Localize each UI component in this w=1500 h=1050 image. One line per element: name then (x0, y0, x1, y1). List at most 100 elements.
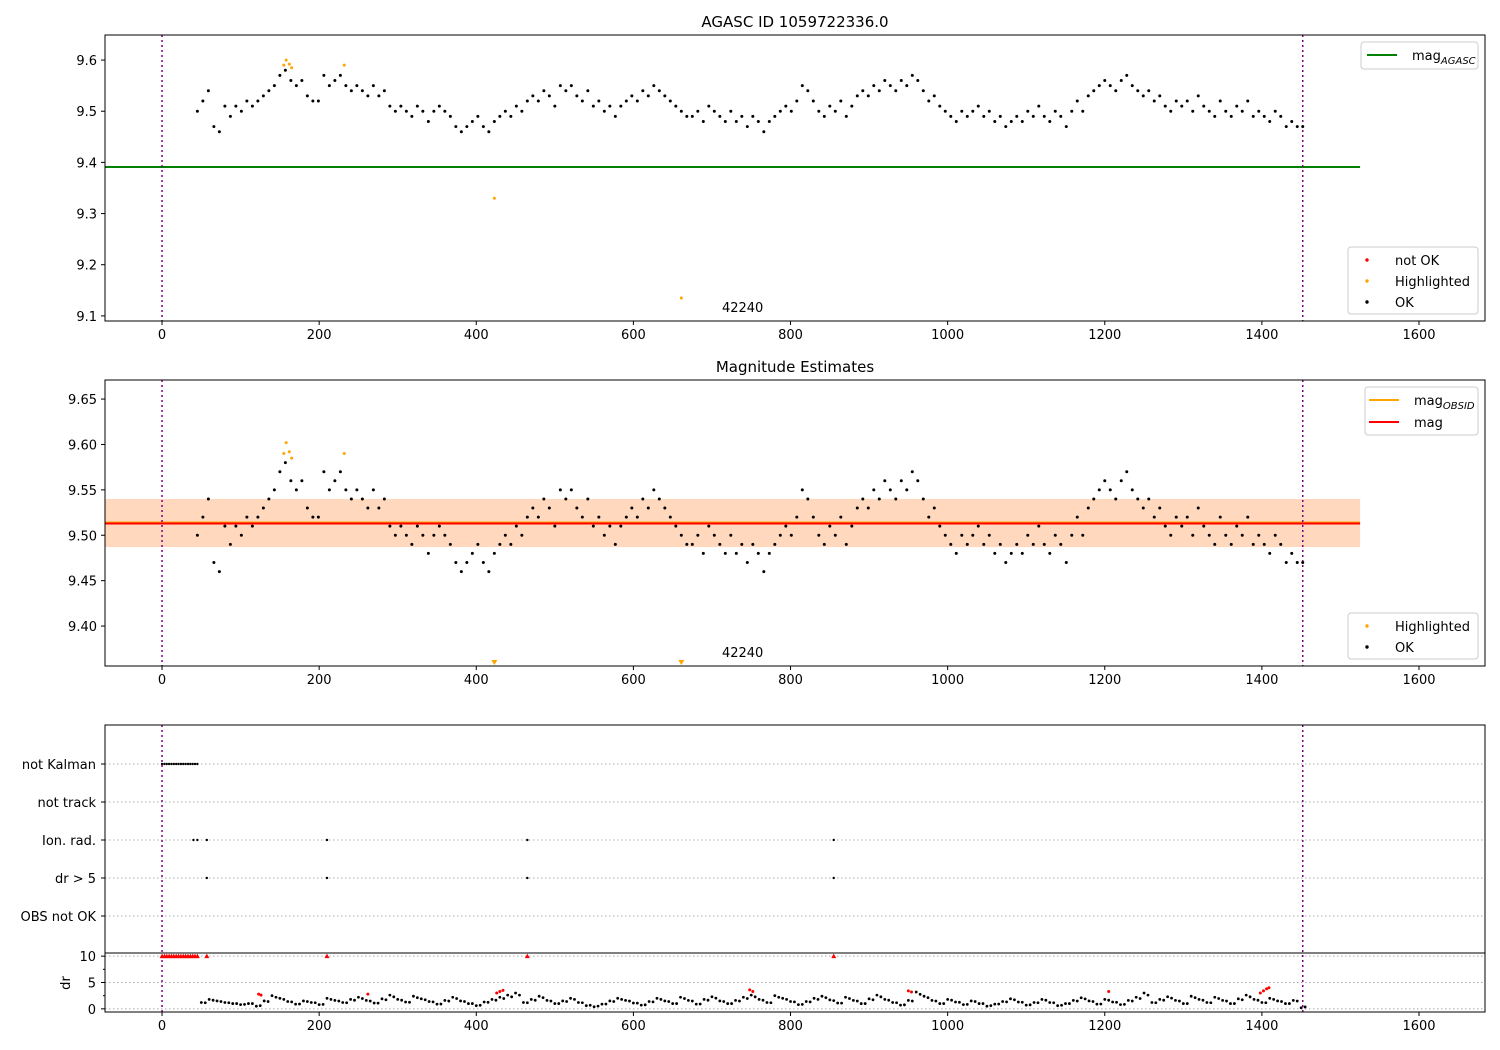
dr-point (730, 1002, 734, 1005)
dr-point (1130, 999, 1134, 1003)
dr-point (357, 995, 360, 999)
ok-point (932, 94, 936, 98)
ok-point (1251, 542, 1255, 546)
ok-point (443, 533, 447, 537)
ok-point (828, 104, 832, 108)
ok-point (822, 542, 826, 546)
dr-point (1009, 997, 1012, 1001)
ok-point (1092, 89, 1096, 93)
ok-point (349, 497, 353, 501)
ok-point (624, 99, 628, 103)
ok-point (525, 515, 529, 519)
ok-point (888, 84, 892, 88)
dr-point (914, 990, 918, 994)
dr-point (254, 1004, 258, 1008)
dr-tick-label: 10 (79, 950, 96, 965)
dr-clipped-marker (324, 953, 330, 959)
flag-point (160, 762, 164, 766)
category-label: not track (37, 796, 96, 811)
dr-point (808, 1000, 812, 1004)
ok-point (426, 551, 430, 555)
ok-point (993, 551, 997, 555)
ok-point (1026, 109, 1030, 113)
ok-point (1257, 109, 1261, 113)
dr-point (600, 1002, 604, 1006)
flag-point (205, 838, 209, 842)
below-range-marker (678, 660, 685, 665)
dr-point (1189, 994, 1193, 998)
ok-point (333, 79, 337, 83)
ok-point (976, 104, 980, 108)
ok-point (487, 130, 491, 134)
ok-point (932, 506, 936, 510)
ok-point (778, 109, 782, 113)
ok-point (630, 94, 634, 98)
dr-point (219, 1000, 223, 1003)
ok-point (866, 94, 870, 98)
dr-point (620, 997, 624, 1001)
ok-point (410, 542, 414, 546)
ok-point (1163, 524, 1167, 528)
ok-point (938, 104, 942, 108)
dr-point (270, 994, 274, 998)
ok-point (503, 533, 507, 537)
ok-point (1037, 104, 1041, 108)
legend-box (1360, 41, 1479, 70)
dr-point (215, 999, 219, 1003)
flag-point (325, 876, 329, 880)
legend-marker (1365, 279, 1369, 283)
dr-point (396, 997, 400, 1001)
x-tick-label: 1400 (1245, 673, 1278, 688)
ok-point (1004, 125, 1008, 129)
dr-not-ok-point (257, 992, 261, 996)
ok-point (756, 551, 760, 555)
dr-point (608, 999, 612, 1003)
ok-point (1301, 560, 1305, 564)
ok-point (1031, 114, 1035, 118)
ok-point (382, 89, 386, 93)
ok-point (674, 104, 678, 108)
dr-point (796, 1003, 800, 1007)
ok-point (828, 524, 832, 528)
ok-point (404, 109, 408, 113)
flag-point (205, 876, 209, 880)
dr-point (958, 1000, 961, 1004)
ok-point (1235, 524, 1239, 528)
ok-point (1042, 114, 1046, 118)
flag-point (172, 762, 176, 766)
dr-point (655, 996, 659, 1000)
dr-point (482, 1000, 486, 1004)
dr-point (478, 1003, 482, 1007)
dr-point (718, 999, 722, 1003)
dr-point (993, 1002, 997, 1006)
ok-point (729, 109, 733, 113)
ok-point (1020, 119, 1024, 123)
dr-point (506, 993, 510, 997)
ok-point (520, 533, 524, 537)
ok-point (1081, 109, 1085, 113)
ok-point (481, 560, 485, 564)
dr-point (883, 997, 887, 1001)
dr-point (463, 1000, 466, 1003)
ok-point (734, 551, 738, 555)
x-tick-label: 200 (307, 673, 332, 688)
ok-point (1158, 506, 1162, 510)
x-tick-label: 800 (778, 328, 803, 343)
ok-point (1240, 109, 1244, 113)
ok-point (1136, 497, 1140, 501)
ok-point (415, 524, 419, 528)
dr-point (1248, 995, 1252, 999)
axes-frame (104, 379, 1486, 667)
dr-clipped-marker (204, 953, 210, 959)
dr-point (1001, 1000, 1005, 1003)
dr-point (671, 1002, 675, 1005)
ok-point (844, 114, 848, 118)
ok-point (206, 497, 210, 501)
flag-point (182, 762, 185, 766)
x-tick-label: 1000 (931, 1019, 964, 1034)
ok-point (987, 109, 991, 113)
y-tick-label: 9.4 (76, 156, 97, 171)
dr-point (455, 997, 459, 1000)
dr-point (1150, 1001, 1154, 1004)
ok-point (1246, 515, 1250, 519)
